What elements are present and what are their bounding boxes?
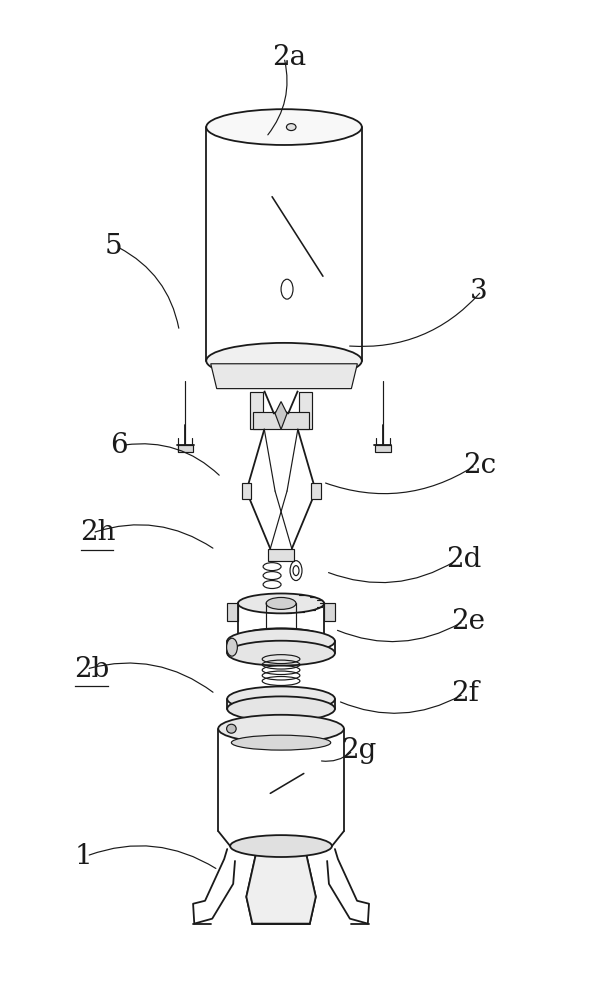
Text: 2e: 2e <box>452 608 486 635</box>
Ellipse shape <box>230 835 332 857</box>
Bar <box>178 445 193 452</box>
Bar <box>242 483 251 499</box>
Text: 2a: 2a <box>272 44 306 71</box>
Ellipse shape <box>231 735 331 750</box>
Bar <box>268 549 294 561</box>
Text: 2h: 2h <box>80 519 116 546</box>
Ellipse shape <box>286 124 296 131</box>
Ellipse shape <box>226 638 237 656</box>
Ellipse shape <box>206 109 362 145</box>
Polygon shape <box>246 854 316 924</box>
Text: 2c: 2c <box>464 452 496 479</box>
Ellipse shape <box>227 686 335 711</box>
Bar <box>300 392 312 429</box>
Ellipse shape <box>227 641 335 666</box>
Text: 6: 6 <box>111 432 128 459</box>
Text: 2g: 2g <box>341 737 376 764</box>
Text: 2f: 2f <box>452 680 480 707</box>
Polygon shape <box>211 364 358 389</box>
Text: 5: 5 <box>104 233 122 260</box>
Ellipse shape <box>206 343 362 379</box>
Ellipse shape <box>238 593 324 613</box>
Text: 1: 1 <box>74 843 92 870</box>
Bar <box>375 445 391 452</box>
Ellipse shape <box>238 628 324 648</box>
Bar <box>249 392 263 429</box>
Ellipse shape <box>227 696 335 721</box>
Ellipse shape <box>226 724 236 733</box>
Text: 3: 3 <box>469 278 487 305</box>
Text: 2d: 2d <box>446 546 481 573</box>
Ellipse shape <box>218 715 344 743</box>
Polygon shape <box>275 402 287 429</box>
Bar <box>227 603 238 621</box>
Ellipse shape <box>266 597 296 609</box>
Bar <box>311 483 321 499</box>
Ellipse shape <box>227 629 335 654</box>
Bar <box>324 603 335 621</box>
Text: 2b: 2b <box>74 656 110 683</box>
Bar <box>252 412 309 429</box>
